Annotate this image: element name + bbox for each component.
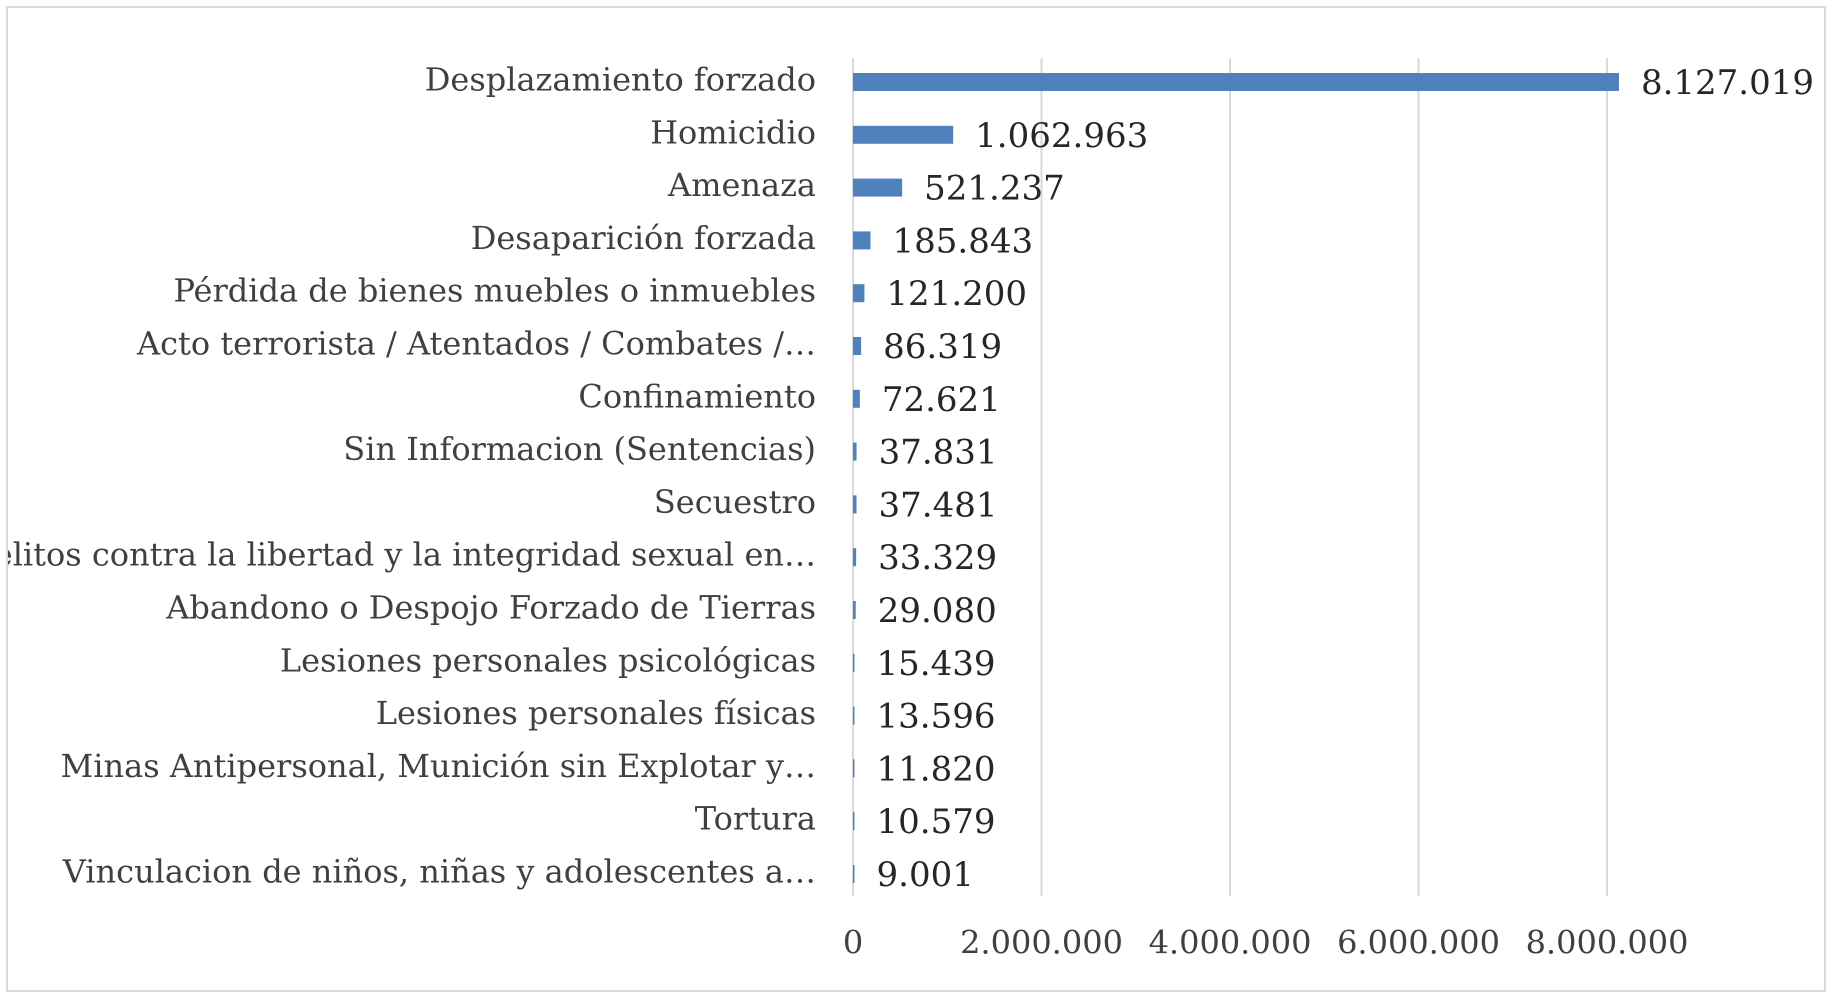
x-tick-label: 4.000.000 bbox=[1149, 924, 1312, 962]
value-label: 521.237 bbox=[924, 169, 1065, 209]
bars bbox=[853, 73, 1619, 883]
gridlines bbox=[852, 58, 1608, 896]
bar bbox=[853, 442, 857, 461]
value-label: 9.001 bbox=[877, 855, 974, 895]
value-label: 10.579 bbox=[877, 802, 996, 842]
bar bbox=[853, 73, 1619, 91]
category-label: Lesiones personales físicas bbox=[376, 694, 816, 732]
bar bbox=[853, 653, 855, 672]
category-label: Desaparición forzada bbox=[471, 219, 816, 257]
bar bbox=[853, 865, 855, 883]
bar-chart: Desplazamiento forzado Homicidio Amenaza De… bbox=[8, 58, 1815, 962]
category-label: Sin Informacion (Sentencias) bbox=[343, 430, 816, 468]
bar bbox=[853, 706, 855, 725]
category-label: Amenaza bbox=[667, 166, 816, 204]
value-label: 29.080 bbox=[878, 591, 997, 631]
category-label: Desplazamiento forzado bbox=[425, 61, 816, 99]
value-label: 72.621 bbox=[882, 380, 1001, 420]
bar bbox=[853, 601, 856, 619]
category-labels: Desplazamiento forzado Homicidio Amenaza De… bbox=[8, 61, 816, 891]
value-labels: 8.127.019 1.062.963 521.237 185.843 121.200 8… bbox=[877, 63, 1815, 895]
category-label: Lesiones personales psicológicas bbox=[280, 641, 816, 679]
value-label: 33.329 bbox=[878, 538, 997, 578]
category-label: Homicidio bbox=[650, 113, 816, 151]
category-label: Abandono o Despojo Forzado de Tierras bbox=[165, 589, 816, 627]
bar bbox=[853, 337, 862, 355]
value-label: 121.200 bbox=[886, 274, 1027, 314]
category-label: Confinamiento bbox=[578, 377, 816, 415]
bar bbox=[853, 231, 871, 250]
value-label: 185.843 bbox=[893, 221, 1034, 261]
value-label: 37.481 bbox=[879, 485, 998, 525]
category-label: Secuestro bbox=[654, 483, 816, 521]
value-label: 1.062.963 bbox=[975, 116, 1148, 156]
x-axis-tick-labels: 0 2.000.000 4.000.000 6.000.000 8.000.000 bbox=[843, 924, 1689, 962]
category-label: Vinculacion de niños, niñas y adolescent… bbox=[62, 853, 816, 891]
category-label: Delitos contra la libertad y la integrid… bbox=[8, 536, 816, 574]
bar bbox=[853, 548, 857, 567]
value-label: 11.820 bbox=[877, 749, 996, 789]
chart-frame: Desplazamiento forzado Homicidio Amenaza De… bbox=[6, 6, 1826, 992]
bar bbox=[853, 389, 860, 408]
x-tick-label: 8.000.000 bbox=[1526, 924, 1689, 962]
value-label: 15.439 bbox=[877, 644, 996, 684]
category-label: Tortura bbox=[695, 800, 816, 838]
x-tick-label: 2.000.000 bbox=[960, 924, 1123, 962]
value-label: 8.127.019 bbox=[1641, 63, 1814, 103]
value-label: 37.831 bbox=[879, 433, 998, 473]
bar bbox=[853, 125, 954, 144]
bar bbox=[853, 759, 855, 778]
bar bbox=[853, 495, 857, 514]
bar bbox=[853, 812, 855, 831]
x-tick-label: 0 bbox=[843, 924, 863, 962]
value-label: 86.319 bbox=[883, 327, 1002, 367]
bar bbox=[853, 178, 903, 197]
category-label: Acto terrorista / Atentados / Combates /… bbox=[136, 325, 816, 363]
category-label: Pérdida de bienes muebles o inmuebles bbox=[173, 272, 816, 310]
bar bbox=[853, 284, 865, 303]
x-tick-label: 6.000.000 bbox=[1337, 924, 1500, 962]
category-label: Minas Antipersonal, Munición sin Explota… bbox=[61, 747, 817, 785]
value-label: 13.596 bbox=[877, 697, 996, 737]
